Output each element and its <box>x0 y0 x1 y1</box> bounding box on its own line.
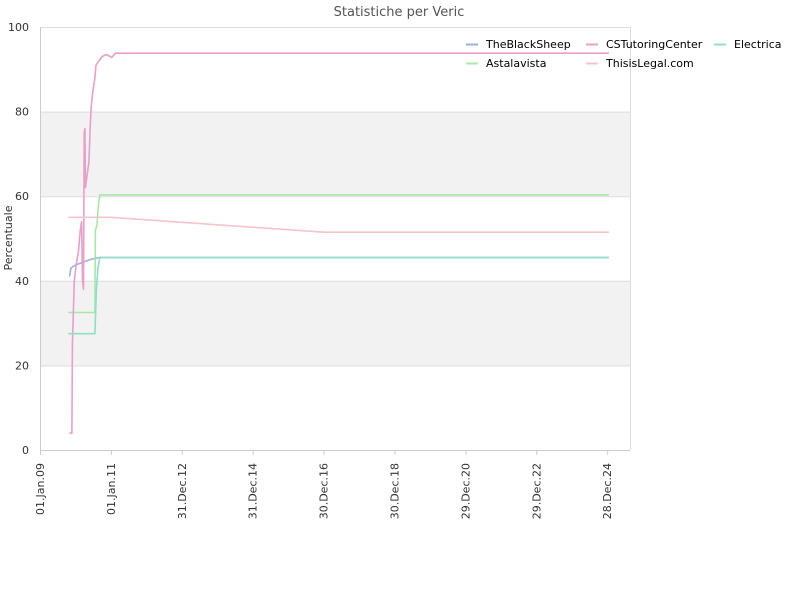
y-axis-label: Percentuale <box>2 205 15 270</box>
legend-label: Astalavista <box>486 57 546 70</box>
x-tick-label: 01.Jan.11 <box>105 463 118 515</box>
y-tick-label: 60 <box>15 190 29 203</box>
series-lines <box>68 52 609 434</box>
x-tick-label: 30.Dec.16 <box>318 463 331 519</box>
series-line-thisislegal-com <box>68 216 609 233</box>
background-band <box>40 111 630 197</box>
x-tick-label: 29.Dec.20 <box>459 463 472 519</box>
y-tick-label: 100 <box>8 21 29 34</box>
background-band <box>40 280 630 366</box>
legend-label: TheBlackSheep <box>485 38 571 51</box>
legend-label: Electrica <box>734 38 782 51</box>
grid-lines <box>40 27 630 451</box>
x-tick-label: 30.Dec.18 <box>388 463 401 519</box>
series-line-theblacksheep <box>68 256 609 277</box>
background-bands <box>40 111 630 366</box>
y-tick-label: 0 <box>22 444 29 457</box>
x-tick-label: 28.Dec.24 <box>601 463 614 519</box>
y-tick-label: 80 <box>15 106 29 119</box>
x-tick-label: 31.Dec.12 <box>176 463 189 519</box>
y-tick-label: 20 <box>15 359 29 372</box>
chart-title: Statistiche per Veric <box>334 5 465 20</box>
x-tick-label: 29.Dec.22 <box>530 463 543 519</box>
x-tick-label: 31.Dec.14 <box>247 463 260 519</box>
series-line-cstutoringcenter <box>69 52 609 434</box>
axes: 0 20 40 60 80 100 01.Jan.09 01.Jan.11 31.Dec.12 3… <box>8 21 631 519</box>
x-tick-label: 01.Jan.09 <box>34 463 47 515</box>
series-line-electrica <box>68 256 609 335</box>
y-tick-label: 40 <box>15 275 29 288</box>
legend-label: ThisisLegal.com <box>605 57 694 70</box>
legend: TheBlackSheep CSTutoringCenter Electrica As… <box>466 38 782 70</box>
legend-label: CSTutoringCenter <box>606 38 703 51</box>
